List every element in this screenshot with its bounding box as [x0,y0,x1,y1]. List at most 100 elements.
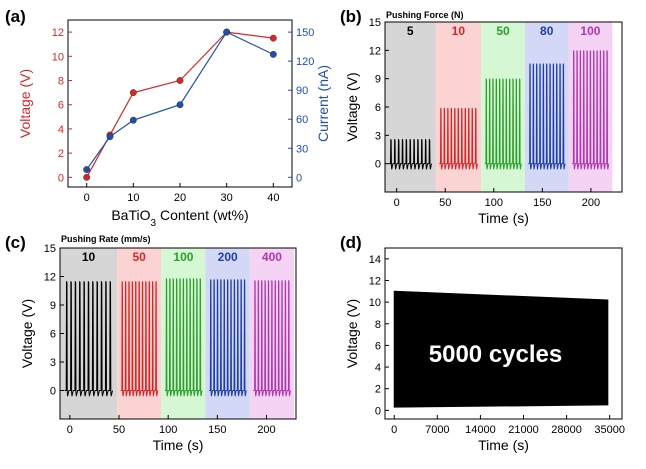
x-tick-label: 14000 [465,424,496,436]
x-axis-label-main: BaTiO [111,207,150,223]
x-tick-label: 100 [485,197,503,209]
chart-title: Pushing Force (N) [386,10,464,20]
y-tick-label: 3 [375,130,381,142]
x-tick-label: 0 [67,424,73,436]
segment-label: 80 [540,24,554,38]
y-tick-label: 6 [375,340,381,352]
y-tick-label: 12 [52,27,64,39]
segment-label: 50 [496,24,510,38]
x-tick-label: 150 [208,424,226,436]
x-tick-label: 10 [127,192,139,204]
y-tick-label: 12 [44,272,56,284]
x-tick-label: 100 [159,424,177,436]
x-tick-label: 35000 [594,424,625,436]
y-tick-label: 12 [369,45,381,57]
y-tick-label: 8 [58,76,64,88]
signal-trace [120,281,159,397]
data-point-voltage [129,89,137,97]
signal-envelope [393,290,609,408]
y-tick-label: 14 [369,254,381,266]
data-point-current [129,116,137,124]
y-axis-label: Voltage (V) [344,72,360,141]
segment-label: 10 [452,24,466,38]
data-point-voltage [269,34,277,42]
panel-a: (a)0 10 20 30 400246810120306090120150Voltag… [5,7,331,229]
y-tick-label: 8 [375,319,381,331]
data-point-current [269,50,277,58]
y-tick-label: 9 [375,74,381,86]
y-tick-label: 0 [375,159,381,171]
panel-b: (b) 5 10 50 80 100 0 50 100 150 200 0 3 6 9 12 15 Voltage… [340,7,623,226]
x-axis-label: Time (s) [153,437,204,453]
data-point-current [223,28,231,36]
y-tick-label: 9 [50,300,56,312]
x-axis-label-sub: 3 [151,218,157,229]
data-point-current [83,166,91,173]
data-point-voltage [83,173,91,181]
x-axis-label: BaTiO3 Content (wt%) [111,207,248,229]
y-axis-label-current: Current (nA) [315,65,331,142]
segment-label: 10 [82,250,96,264]
x-tick-label: 30 [221,192,233,204]
x-tick-label: 0 [394,197,400,209]
x-tick-label: 50 [113,424,125,436]
y-tick-label: 4 [375,362,381,374]
x-tick-label: 200 [582,197,600,209]
panel-letter: (c) [5,233,26,252]
y-tick-label: 0 [50,386,56,398]
y2-tick-label: 60 [296,114,308,126]
y-tick-label: 3 [50,357,56,369]
panel-letter: (d) [340,233,362,252]
y2-tick-label: 120 [296,56,314,68]
signal-trace [484,78,522,170]
signal-trace [209,279,247,397]
signal-trace [439,107,478,170]
x-tick-label: 0 [391,424,397,436]
x-tick-label: 150 [533,197,551,209]
data-point-current [106,133,114,141]
data-point-current [176,101,184,109]
y-tick-label: 2 [375,384,381,396]
y-tick-label: 12 [369,275,381,287]
y-tick-label: 15 [369,17,381,29]
y-axis-label: Voltage (V) [344,299,360,368]
y-tick-label: 15 [44,243,56,255]
y2-tick-label: 30 [296,143,308,155]
y-tick-label: 4 [58,124,64,136]
segment-label: 50 [132,250,146,264]
y2-tick-label: 150 [296,27,314,39]
y-tick-label: 10 [52,51,64,63]
chart-title: Pushing Rate (mm/s) [61,234,151,244]
signal-trace [64,281,113,397]
x-tick-label: 40 [267,192,279,204]
signal-trace [389,138,432,170]
x-axis-label: Time (s) [478,210,529,226]
y2-tick-label: 90 [296,85,308,97]
x-tick-label: 20 [174,192,186,204]
y-tick-label: 0 [375,405,381,417]
segment-label: 400 [262,250,282,264]
segment-label: 200 [218,250,238,264]
x-tick-label: 200 [257,424,275,436]
plot-frame [384,247,623,420]
y-tick-label: 0 [58,172,64,184]
panel-letter: (b) [340,7,362,26]
y-tick-label: 10 [369,297,381,309]
y2-tick-label: 0 [296,172,302,184]
signal-trace [253,280,291,397]
segment-label: 100 [580,24,600,38]
y-axis-label-voltage: Voltage (V) [17,69,33,138]
annotation-label: 5000 cycles [429,341,562,368]
segment-label: 100 [173,250,193,264]
panel-letter: (a) [5,7,26,26]
x-tick-label: 21000 [508,424,539,436]
y-tick-label: 6 [50,329,56,341]
x-tick-label: 28000 [551,424,582,436]
x-axis-label-rest: Content (wt%) [156,207,249,223]
segment-label: 5 [407,24,414,38]
x-tick-label: 0 [84,192,90,204]
y-tick-label: 2 [58,148,64,160]
panel-c: (c) 10 50 100 200 400 0 50 100 150 200 0 3 6 9 12 15 Volt… [5,233,297,453]
x-tick-label: 7000 [425,424,449,436]
